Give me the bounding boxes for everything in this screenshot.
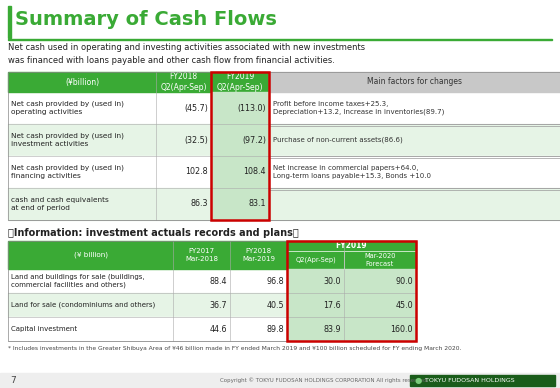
Text: 88.4: 88.4 xyxy=(209,277,227,286)
Bar xyxy=(211,72,269,92)
Bar xyxy=(8,241,173,269)
Text: Profit before income taxes+25.3,
Depreciation+13.2, Increase in inventories(89.7: Profit before income taxes+25.3, Depreci… xyxy=(273,101,445,115)
Text: 160.0: 160.0 xyxy=(390,324,413,334)
Bar xyxy=(8,6,11,38)
Text: Mar-2020
Forecast: Mar-2020 Forecast xyxy=(364,253,396,267)
Bar xyxy=(211,124,269,156)
Text: Net cash provided by (used in)
financing activities: Net cash provided by (used in) financing… xyxy=(11,165,124,179)
Bar xyxy=(8,269,416,293)
Bar xyxy=(287,293,416,317)
Text: 30.0: 30.0 xyxy=(324,277,341,286)
Text: Land and buildings for sale (buildings,
commercial facilities and others): Land and buildings for sale (buildings, … xyxy=(11,274,144,289)
Bar xyxy=(287,241,416,341)
Text: 7: 7 xyxy=(10,376,16,385)
Bar xyxy=(344,251,416,269)
Bar xyxy=(8,39,552,40)
Text: (45.7): (45.7) xyxy=(184,104,208,113)
Text: FY2018
Mar-2019: FY2018 Mar-2019 xyxy=(242,248,275,262)
Text: Net cash used in operating and investing activities associated with new investme: Net cash used in operating and investing… xyxy=(8,43,365,65)
Text: 108.4: 108.4 xyxy=(244,168,266,177)
Text: FY2019
Q2(Apr-Sep): FY2019 Q2(Apr-Sep) xyxy=(217,72,263,92)
Text: 44.6: 44.6 xyxy=(209,324,227,334)
Text: Net cash provided by (used in)
operating activities: Net cash provided by (used in) operating… xyxy=(11,101,124,115)
Text: FY2019: FY2019 xyxy=(335,241,367,251)
Text: 83.9: 83.9 xyxy=(323,324,341,334)
Text: * Includes investments in the Greater Shibuya Area of ¥46 billion made in FY end: * Includes investments in the Greater Sh… xyxy=(8,346,461,351)
Text: Land for sale (condominiums and others): Land for sale (condominiums and others) xyxy=(11,302,155,308)
Text: 102.8: 102.8 xyxy=(185,168,208,177)
Text: 83.1: 83.1 xyxy=(249,199,266,208)
Bar xyxy=(8,72,560,220)
Text: Net increase in commercial papers+64.0,
Long-term loans payable+15.3, Bonds +10.: Net increase in commercial papers+64.0, … xyxy=(273,165,431,179)
Bar xyxy=(8,188,560,220)
Text: 96.8: 96.8 xyxy=(267,277,284,286)
Bar xyxy=(287,269,416,293)
Text: 40.5: 40.5 xyxy=(267,300,284,310)
Bar xyxy=(287,251,344,269)
Text: FY2018
Q2(Apr-Sep): FY2018 Q2(Apr-Sep) xyxy=(160,72,207,92)
Text: TOKYU FUDOSAN HOLDINGS: TOKYU FUDOSAN HOLDINGS xyxy=(425,378,515,383)
Bar xyxy=(211,156,269,188)
Bar xyxy=(8,72,156,92)
Text: (97.2): (97.2) xyxy=(242,135,266,144)
Text: 90.0: 90.0 xyxy=(395,277,413,286)
Bar xyxy=(410,375,555,386)
Text: 17.6: 17.6 xyxy=(323,300,341,310)
Text: ●: ● xyxy=(415,376,422,385)
Bar xyxy=(156,72,211,92)
Bar xyxy=(211,188,269,220)
Text: Summary of Cash Flows: Summary of Cash Flows xyxy=(15,10,277,29)
Bar xyxy=(269,72,560,92)
Text: Q2(Apr-Sep): Q2(Apr-Sep) xyxy=(295,257,336,263)
Bar xyxy=(8,317,416,341)
Bar xyxy=(211,72,269,220)
Text: cash and cash equivalents
at end of period: cash and cash equivalents at end of peri… xyxy=(11,197,109,211)
Text: Purchase of non-current assets(86.6): Purchase of non-current assets(86.6) xyxy=(273,137,403,143)
Bar xyxy=(173,241,230,269)
Text: Capital investment: Capital investment xyxy=(11,326,77,332)
Text: 36.7: 36.7 xyxy=(209,300,227,310)
Text: (¥ billion): (¥ billion) xyxy=(73,252,108,258)
Bar xyxy=(211,92,269,124)
Text: Net cash provided by (used in)
investment activities: Net cash provided by (used in) investmen… xyxy=(11,133,124,147)
Bar xyxy=(8,293,416,317)
Text: 86.3: 86.3 xyxy=(190,199,208,208)
Bar xyxy=(287,241,416,251)
Text: 45.0: 45.0 xyxy=(395,300,413,310)
Bar xyxy=(8,241,416,341)
Bar xyxy=(8,124,560,156)
Text: (¥billion): (¥billion) xyxy=(65,78,99,87)
Text: (32.5): (32.5) xyxy=(184,135,208,144)
Text: 〈Information: investment actuals records and plans〉: 〈Information: investment actuals records… xyxy=(8,228,298,238)
Bar xyxy=(287,317,416,341)
Text: Copyright © TOKYU FUDOSAN HOLDINGS CORPORATION All rights reserved.: Copyright © TOKYU FUDOSAN HOLDINGS CORPO… xyxy=(220,378,428,383)
Bar xyxy=(8,156,560,188)
Bar xyxy=(0,373,560,388)
Bar xyxy=(8,92,560,124)
Bar xyxy=(230,241,287,269)
Text: (113.0): (113.0) xyxy=(237,104,266,113)
Text: FY2017
Mar-2018: FY2017 Mar-2018 xyxy=(185,248,218,262)
Text: 89.8: 89.8 xyxy=(267,324,284,334)
Text: Main factors for changes: Main factors for changes xyxy=(367,78,462,87)
